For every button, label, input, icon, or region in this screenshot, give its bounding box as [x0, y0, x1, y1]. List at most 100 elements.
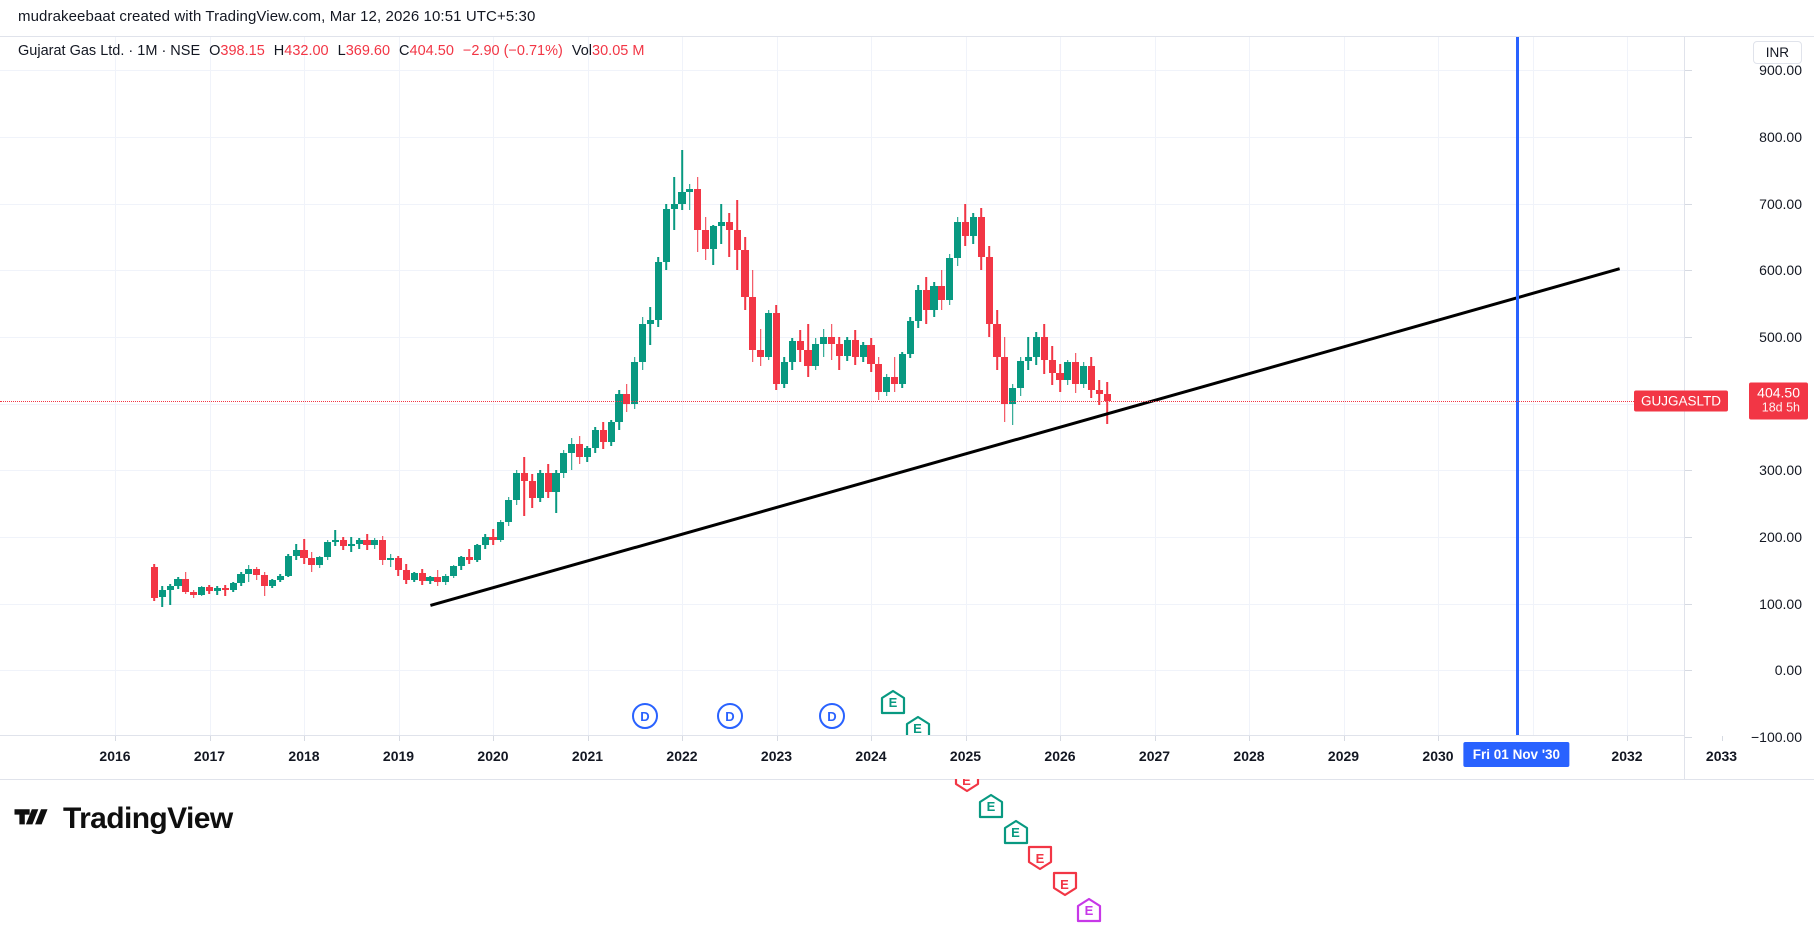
candlestick: [599, 37, 607, 735]
legend-volume-value: 30.05 M: [592, 43, 645, 59]
candle-body: [851, 339, 859, 357]
price-tick-mark: [1685, 70, 1692, 72]
candle-body: [316, 557, 324, 565]
time-tick-mark: [965, 736, 967, 741]
candlestick: [450, 37, 458, 735]
marker-label: E: [1011, 824, 1020, 840]
price-axis[interactable]: INR 900.00 800.00 700.00 600.00 500.00 300.00…: [1633, 37, 1814, 779]
candlestick: [245, 37, 253, 735]
grid-line-horizontal: [0, 203, 1684, 205]
candle-body: [520, 473, 529, 481]
grid-line-horizontal: [0, 137, 1684, 138]
candlestick: [654, 37, 662, 735]
candle-body: [481, 537, 489, 545]
candlestick: [702, 37, 710, 735]
candle-body: [410, 573, 418, 580]
marker-shape-icon: [1027, 845, 1053, 871]
price-tick-label: 0.00: [1774, 662, 1802, 679]
candle-body: [229, 583, 237, 591]
candlestick: [190, 37, 198, 735]
candle-body: [623, 393, 631, 404]
candle-body: [158, 589, 166, 597]
earnings-marker-miss[interactable]: E: [1052, 871, 1078, 897]
candlestick: [528, 37, 536, 735]
candle-body: [276, 575, 284, 581]
time-tick-label: 2019: [382, 748, 415, 764]
time-tick-mark: [871, 736, 872, 741]
candlestick: [812, 37, 820, 735]
candlestick: [883, 37, 891, 735]
candlestick: [835, 37, 844, 735]
legend-open-key: O: [209, 43, 221, 59]
candlestick: [1095, 37, 1103, 735]
earnings-marker-beat[interactable]: E: [1003, 819, 1029, 845]
grid-line-vertical: [1627, 37, 1628, 735]
candlestick: [261, 37, 269, 735]
candle-body: [324, 541, 332, 557]
earnings-marker-beat[interactable]: E: [978, 793, 1004, 819]
candle-body: [709, 226, 718, 249]
candle-body: [1056, 373, 1064, 380]
grid-line-horizontal: [0, 670, 1684, 672]
brand-text: TradingView: [63, 802, 233, 835]
legend-close-value: 404.50: [409, 43, 454, 59]
marker-label: E: [1084, 902, 1094, 918]
candlestick: [568, 37, 576, 735]
grid-line-horizontal: [0, 270, 1684, 272]
candle-body: [670, 203, 678, 209]
candlestick: [379, 37, 387, 735]
candlestick: [1056, 37, 1064, 735]
candle-body: [977, 217, 985, 257]
time-tick-mark: [1343, 736, 1345, 741]
candle-body: [930, 286, 938, 311]
candlestick: [513, 37, 521, 735]
marker-label: E: [1035, 850, 1045, 866]
plot-area[interactable]: [0, 37, 1684, 735]
candlestick: [678, 37, 686, 735]
legend-high-key: H: [273, 43, 285, 59]
candlestick: [961, 37, 970, 735]
candle-body: [741, 250, 749, 297]
earnings-marker-miss[interactable]: E: [1027, 845, 1053, 871]
time-tick-label: 2033: [1705, 748, 1738, 764]
crosshair-vertical-line[interactable]: [1516, 37, 1520, 735]
time-tick-label: 2016: [99, 748, 131, 764]
time-axis[interactable]: 2016 2017 2018 2019 2020 2021 2022 2023 2024 2025…: [0, 735, 1737, 779]
time-tick-mark: [776, 736, 778, 741]
trend-line[interactable]: [430, 266, 1620, 607]
candlestick: [284, 37, 292, 735]
candle-body: [426, 577, 434, 581]
candle-wick: [523, 457, 526, 516]
symbol-price-badge: GUJGASLTD: [1633, 390, 1728, 412]
grid-line-horizontal: [0, 537, 1684, 538]
candle-wick: [649, 307, 652, 345]
candle-body: [938, 286, 946, 300]
candle-body: [954, 222, 962, 259]
candle-body: [205, 587, 214, 591]
candlestick: [859, 37, 867, 735]
candle-body: [615, 393, 623, 423]
attribution-text: mudrakeebaat created with TradingView.co…: [18, 8, 536, 25]
candlestick: [631, 37, 639, 735]
candle-body: [528, 481, 536, 499]
price-tick-mark: [1685, 337, 1692, 338]
currency-badge[interactable]: INR: [1752, 41, 1802, 64]
candlestick: [363, 37, 371, 735]
candlestick: [709, 37, 718, 735]
candlestick: [552, 37, 560, 735]
candle-body: [796, 341, 804, 351]
candlestick: [560, 37, 568, 735]
candle-body: [253, 569, 261, 575]
candle-wick: [555, 470, 557, 513]
candle-body: [914, 290, 922, 321]
legend-symbol-title[interactable]: Gujarat Gas Ltd. · 1M · NSE: [18, 43, 201, 59]
candlestick: [828, 37, 836, 735]
time-tick-label: 2030: [1422, 748, 1454, 764]
candlestick: [1040, 37, 1048, 735]
time-tick-mark: [587, 736, 589, 741]
legend-open-value: 398.15: [220, 43, 265, 59]
time-tick-label: 2025: [949, 748, 982, 764]
time-tick-label: 2017: [193, 748, 226, 764]
price-tick-label: −100.00: [1751, 729, 1802, 745]
earnings-marker-forecast[interactable]: E: [1076, 897, 1102, 923]
